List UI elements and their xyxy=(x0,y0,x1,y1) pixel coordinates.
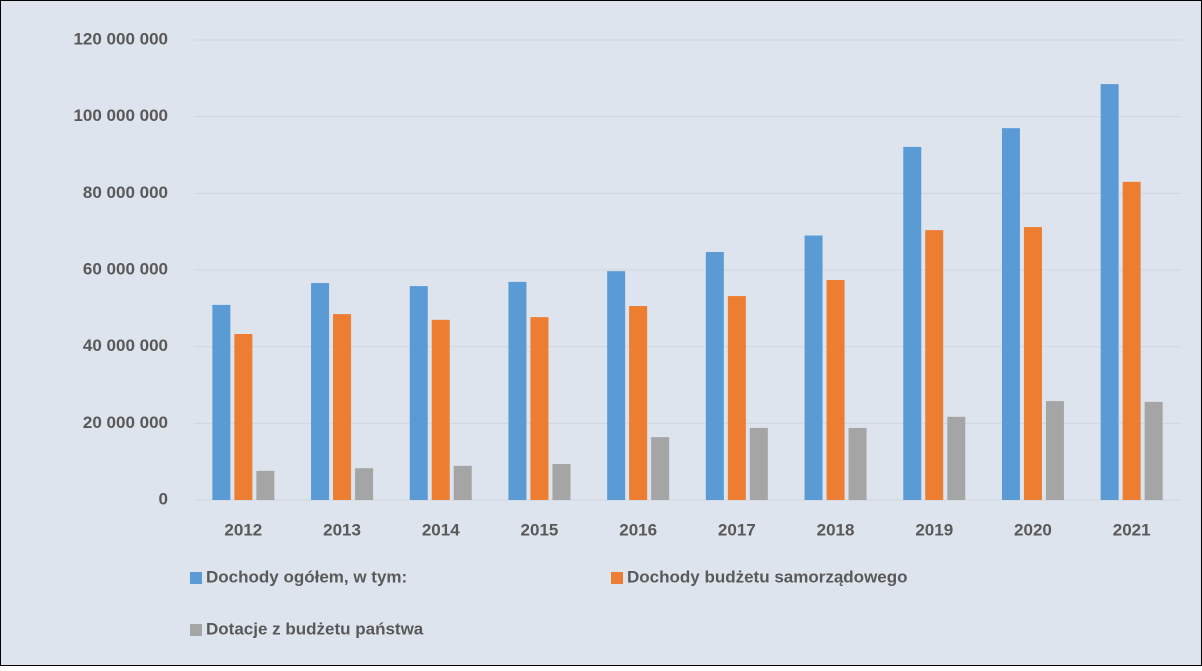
y-tick-label: 0 xyxy=(159,489,168,508)
y-tick-label: 120 000 000 xyxy=(73,29,168,48)
bar xyxy=(925,230,944,500)
bar xyxy=(903,146,922,500)
bar xyxy=(749,427,768,500)
bar xyxy=(333,314,352,500)
legend-swatch xyxy=(190,572,202,584)
bar xyxy=(530,317,549,500)
bar xyxy=(1144,401,1163,500)
bar xyxy=(848,427,867,500)
bar xyxy=(1122,181,1141,501)
bar xyxy=(311,283,330,500)
bar xyxy=(1023,227,1042,501)
bar xyxy=(947,416,966,500)
x-tick-label: 2019 xyxy=(915,520,953,539)
bar xyxy=(629,306,648,500)
x-tick-label: 2017 xyxy=(718,520,756,539)
bar xyxy=(508,281,527,500)
bar xyxy=(826,279,845,500)
legend-swatch xyxy=(611,572,623,584)
x-tick-label: 2020 xyxy=(1014,520,1052,539)
bar xyxy=(212,304,231,500)
x-tick-label: 2021 xyxy=(1113,520,1151,539)
y-tick-label: 100 000 000 xyxy=(73,106,168,125)
y-tick-label: 20 000 000 xyxy=(83,413,168,432)
bar xyxy=(355,468,374,500)
x-tick-label: 2012 xyxy=(224,520,262,539)
bar xyxy=(705,251,724,500)
bar xyxy=(651,437,670,500)
bar xyxy=(552,463,571,500)
bar xyxy=(804,235,823,500)
bar xyxy=(1045,401,1064,500)
y-tick-label: 60 000 000 xyxy=(83,259,168,278)
bar xyxy=(256,470,275,500)
x-tick-label: 2016 xyxy=(619,520,657,539)
y-tick-label: 40 000 000 xyxy=(83,336,168,355)
bar xyxy=(1001,128,1020,500)
bar xyxy=(607,271,626,500)
bar xyxy=(234,334,253,500)
x-tick-label: 2014 xyxy=(422,520,460,539)
legend-swatch xyxy=(190,624,202,636)
legend-label: Dochody ogółem, w tym: xyxy=(206,567,407,586)
bar xyxy=(453,465,472,500)
x-tick-label: 2013 xyxy=(323,520,361,539)
x-tick-label: 2018 xyxy=(817,520,855,539)
bar xyxy=(1100,84,1119,500)
bar xyxy=(409,286,428,500)
bar xyxy=(727,296,746,500)
legend-label: Dochody budżetu samorządowego xyxy=(627,567,908,586)
legend-label: Dotacje z budżetu państwa xyxy=(206,619,424,638)
bar xyxy=(431,319,450,500)
x-tick-label: 2015 xyxy=(521,520,559,539)
y-tick-label: 80 000 000 xyxy=(83,183,168,202)
